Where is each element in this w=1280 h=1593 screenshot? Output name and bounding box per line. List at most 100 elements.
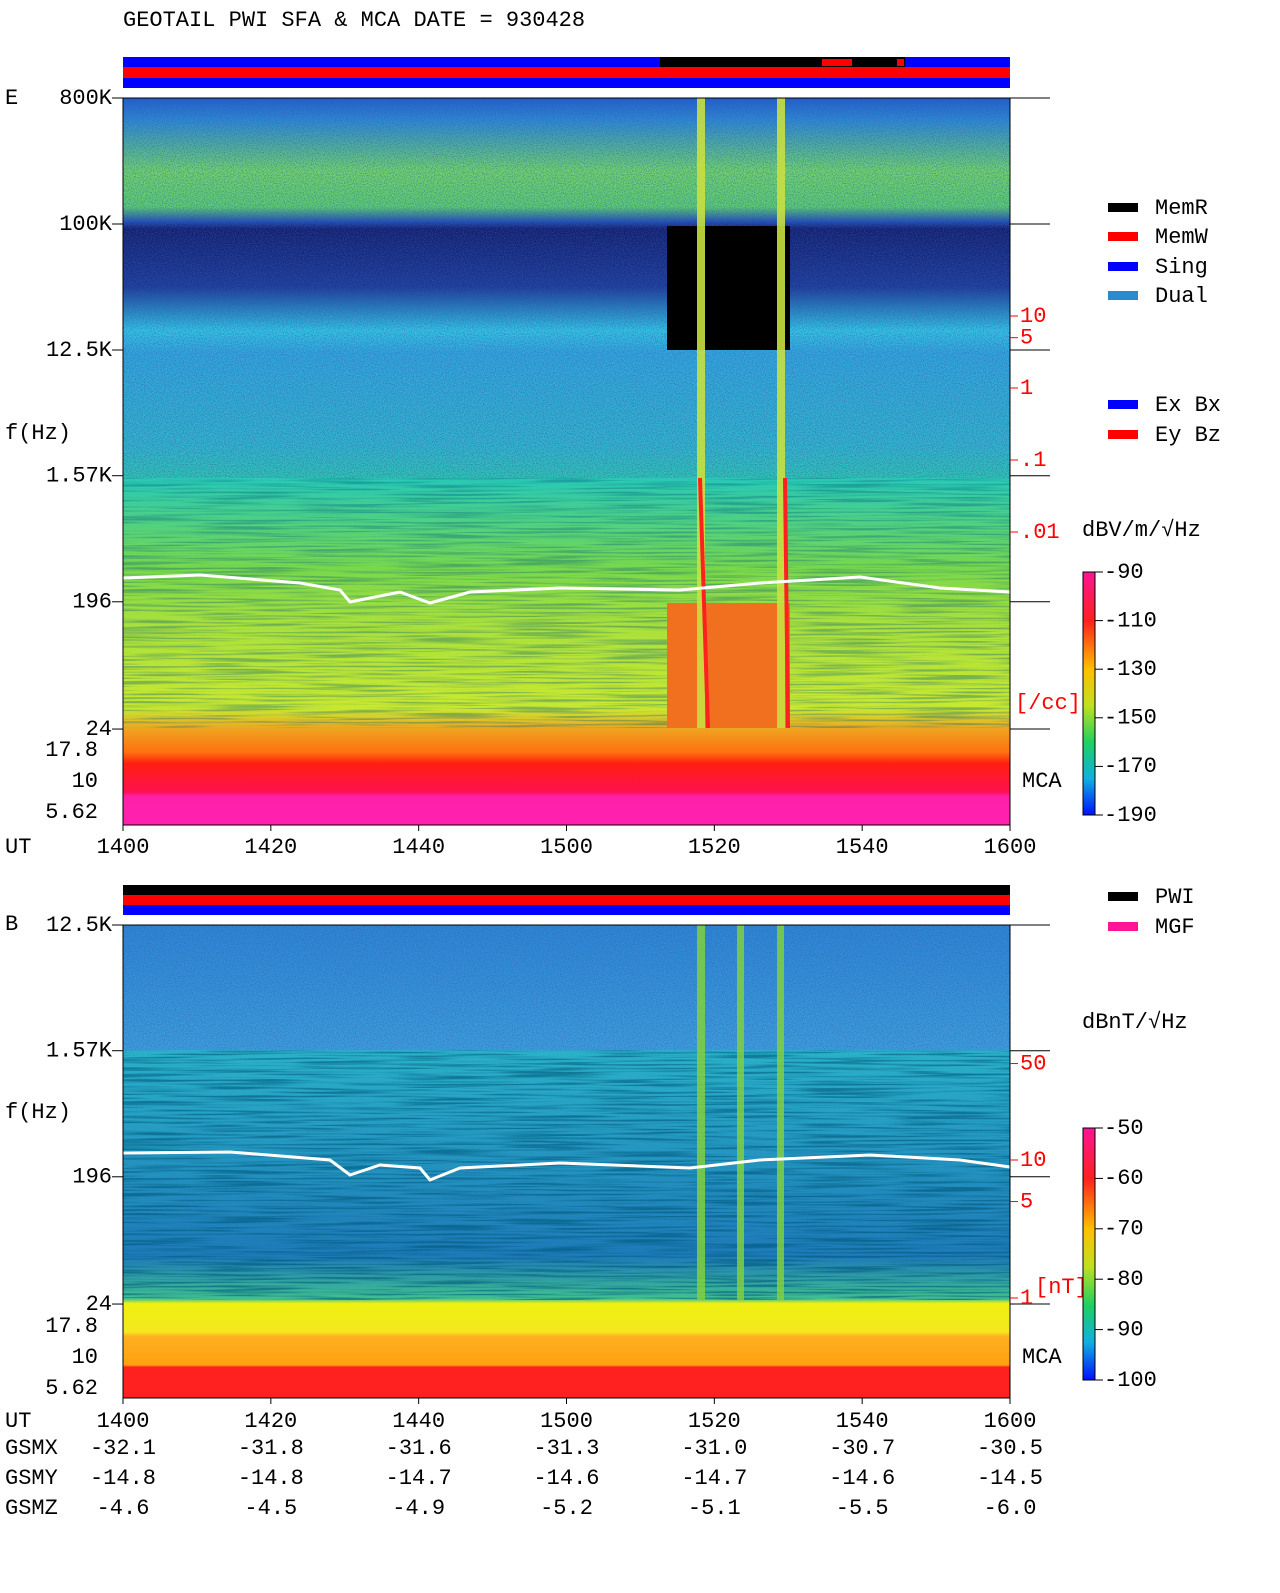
spectrogram-e: [122, 98, 1011, 825]
density-tick-label: 1: [1020, 376, 1033, 401]
table-cell: -14.8: [238, 1466, 304, 1491]
y-tick-label: 1.57K: [46, 1039, 113, 1064]
colorbar: [1082, 571, 1096, 816]
density-tick-label: 50: [1020, 1051, 1046, 1076]
axes: Ef(Hz)800K100K12.5K1.57K1962417.8105.62M…: [5, 86, 1221, 1521]
density-tick-label: 10: [1020, 1148, 1046, 1173]
row-label: GSMY: [5, 1466, 58, 1491]
table-cell: -14.6: [829, 1466, 895, 1491]
density-tick-label: 1: [1020, 1286, 1033, 1311]
y-tick-label: 196: [72, 1165, 112, 1190]
density-tick-label: 5: [1020, 325, 1033, 350]
table-cell: -5.5: [836, 1496, 889, 1521]
table-cell: -31.3: [533, 1436, 599, 1461]
x-tick-label: 1400: [97, 1409, 150, 1434]
legend-swatch: [1108, 203, 1138, 212]
density-tick-label: .01: [1020, 520, 1060, 545]
x-axis-label: UT: [5, 1409, 31, 1434]
density-unit: [/cc]: [1015, 691, 1081, 716]
y-axis-label: f(Hz): [5, 1100, 71, 1125]
legend-swatch: [1108, 922, 1138, 931]
mca-label: MCA: [1022, 769, 1062, 794]
colorbar: [1082, 1127, 1096, 1381]
y-tick-label: 100K: [59, 212, 113, 237]
colorbar-tick-label: -60: [1104, 1166, 1144, 1191]
table-cell: -30.7: [829, 1436, 895, 1461]
mca-tick-label: 10: [72, 769, 98, 794]
colorbar-tick-label: -150: [1104, 706, 1157, 731]
y-tick-label: 196: [72, 590, 112, 615]
y-axis-label: f(Hz): [5, 421, 71, 446]
x-tick-label: 1540: [836, 835, 889, 860]
y-tick-label: 12.5K: [46, 338, 113, 363]
table-cell: -4.5: [244, 1496, 297, 1521]
mca-label: MCA: [1022, 1345, 1062, 1370]
legend-swatch: [1108, 291, 1138, 300]
legend-label: MemW: [1155, 225, 1209, 250]
x-tick-label: 1500: [540, 835, 593, 860]
table-cell: -31.8: [238, 1436, 304, 1461]
x-tick-label: 1420: [244, 1409, 297, 1434]
x-tick-label: 1600: [984, 835, 1037, 860]
mca-tick-label: 5.62: [45, 800, 98, 825]
legend-label: Ex Bx: [1155, 393, 1221, 418]
mca-tick-label: 17.8: [45, 738, 98, 763]
table-cell: -6.0: [984, 1496, 1037, 1521]
legend-label: PWI: [1155, 885, 1195, 910]
legend-swatch: [1108, 400, 1138, 409]
legend-label: Ey Bz: [1155, 423, 1221, 448]
legend-label: MGF: [1155, 915, 1195, 940]
colorbar-tick-label: -170: [1104, 754, 1157, 779]
x-tick-label: 1520: [688, 835, 741, 860]
density-tick-label: .1: [1020, 448, 1046, 473]
x-tick-label: 1400: [97, 835, 150, 860]
x-tick-label: 1440: [392, 1409, 445, 1434]
legend-swatch: [1108, 232, 1138, 241]
colorbar-tick-label: -70: [1104, 1217, 1144, 1242]
row-label: GSMX: [5, 1436, 58, 1461]
density-tick-label: 10: [1020, 304, 1046, 329]
colorbar-tick-label: -90: [1104, 1317, 1144, 1342]
table-cell: -32.1: [90, 1436, 156, 1461]
colorbar-tick-label: -80: [1104, 1267, 1144, 1292]
legend-label: Dual: [1155, 284, 1208, 309]
table-cell: -30.5: [977, 1436, 1043, 1461]
table-cell: -4.9: [392, 1496, 445, 1521]
title: GEOTAIL PWI SFA & MCA DATE = 930428: [123, 8, 585, 33]
legend-swatch: [1108, 262, 1138, 271]
x-tick-label: 1600: [984, 1409, 1037, 1434]
mca-tick-label: 10: [72, 1345, 98, 1370]
x-tick-label: 1440: [392, 835, 445, 860]
legend-swatch: [1108, 892, 1138, 901]
panel-label: B: [5, 912, 18, 937]
colorbar-unit: dBnT/√Hz: [1082, 1010, 1188, 1035]
colorbar-tick-label: -190: [1104, 803, 1157, 828]
legend-swatch: [1108, 430, 1138, 439]
table-cell: -31.6: [386, 1436, 452, 1461]
x-tick-label: 1420: [244, 835, 297, 860]
y-tick-label: 800K: [59, 86, 113, 111]
table-cell: -14.6: [533, 1466, 599, 1491]
density-unit: [nT]: [1035, 1275, 1088, 1300]
colorbar-tick-label: -50: [1104, 1116, 1144, 1141]
x-tick-label: 1500: [540, 1409, 593, 1434]
y-tick-label: 1.57K: [46, 464, 113, 489]
row-label: GSMZ: [5, 1496, 58, 1521]
legend-label: Sing: [1155, 255, 1208, 280]
table-cell: -5.2: [540, 1496, 593, 1521]
colorbar-tick-label: -100: [1104, 1368, 1157, 1393]
table-cell: -31.0: [681, 1436, 747, 1461]
spectrogram-b: [122, 925, 1011, 1398]
legend-label: MemR: [1155, 196, 1208, 221]
table-cell: -4.6: [97, 1496, 150, 1521]
colorbar-unit: dBV/m/√Hz: [1082, 518, 1201, 543]
density-tick-label: 5: [1020, 1189, 1033, 1214]
table-cell: -14.7: [386, 1466, 452, 1491]
y-tick-label: 24: [86, 717, 112, 742]
colorbar-tick-label: -130: [1104, 657, 1157, 682]
mca-tick-label: 5.62: [45, 1376, 98, 1401]
table-cell: -5.1: [688, 1496, 741, 1521]
status-bars: [123, 57, 1010, 88]
table-cell: -14.5: [977, 1466, 1043, 1491]
status-bars: [123, 885, 1010, 915]
